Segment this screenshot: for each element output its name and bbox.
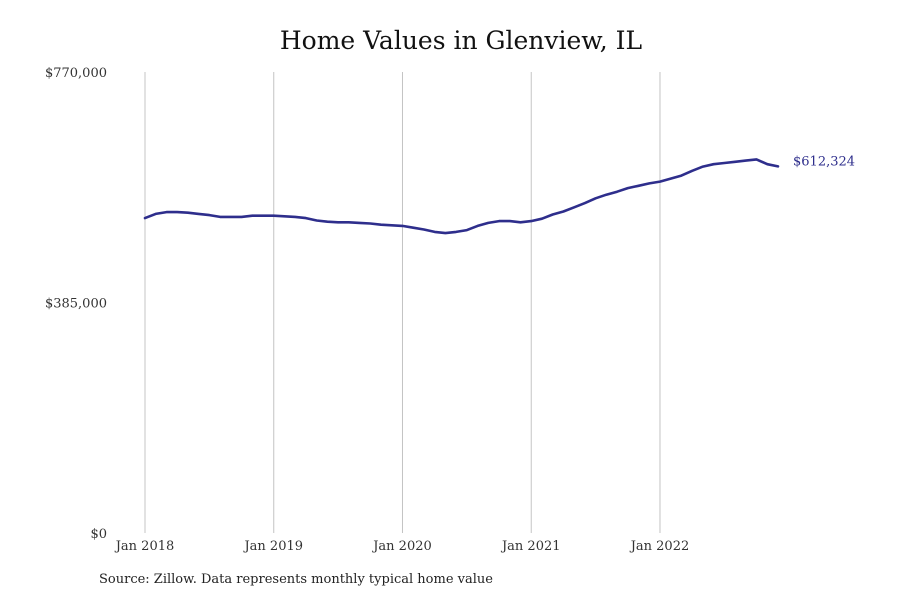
x-tick-label: Jan 2022	[629, 539, 690, 554]
x-tick-label: Jan 2021	[500, 539, 561, 554]
x-tick-label: Jan 2019	[242, 539, 303, 554]
y-tick-label: $385,000	[45, 297, 107, 312]
end-value-label: $612,324	[793, 154, 855, 169]
series-line	[143, 158, 780, 235]
chart-title: Home Values in Glenview, IL	[279, 26, 643, 55]
source-note: Source: Zillow. Data represents monthly …	[99, 572, 493, 587]
x-tick-label: Jan 2020	[371, 539, 432, 554]
x-tick-label: Jan 2018	[114, 539, 175, 554]
y-tick-label: $0	[90, 527, 107, 542]
y-tick-label: $770,000	[45, 66, 107, 81]
